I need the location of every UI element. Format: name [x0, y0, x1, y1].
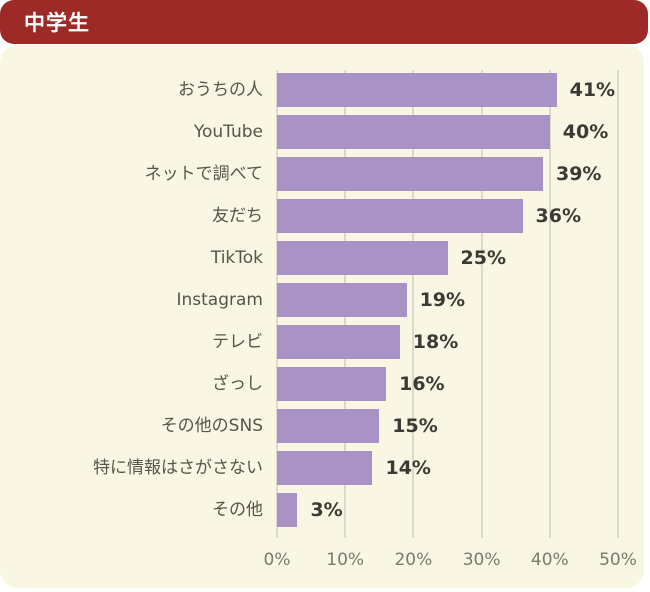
gridline — [480, 70, 483, 538]
bar — [277, 199, 523, 233]
x-axis-tick-label: 20% — [394, 550, 433, 570]
value-label: 3% — [310, 499, 343, 521]
value-label: 25% — [460, 247, 506, 269]
value-label: 36% — [535, 205, 581, 227]
gridline — [548, 70, 551, 538]
category-label: その他 — [212, 500, 263, 520]
value-label: 41% — [569, 79, 616, 101]
bar — [277, 157, 543, 191]
bar — [277, 493, 298, 527]
bar — [277, 409, 380, 443]
bar — [277, 367, 387, 401]
bar — [277, 73, 557, 107]
category-label: ネットで調べて — [144, 164, 263, 184]
value-label: 39% — [555, 163, 602, 185]
category-label: 友だち — [212, 206, 263, 226]
category-label: ざっし — [212, 374, 263, 394]
chart-panel: 0% 10% 20% 30% 40% 50% おうちの人 41% YouTube 40% ネットで調… — [0, 45, 644, 588]
value-label: 40% — [562, 121, 609, 143]
x-axis-tick-label: 30% — [462, 550, 501, 570]
x-axis-tick-label: 40% — [530, 550, 569, 570]
value-label: 18% — [412, 331, 459, 353]
category-label: おうちの人 — [178, 80, 263, 100]
panel-header: 中学生 — [0, 0, 648, 44]
value-label: 14% — [385, 457, 431, 479]
bar — [277, 115, 550, 149]
bar — [277, 283, 407, 317]
category-label: Instagram — [176, 290, 264, 310]
bar — [277, 241, 448, 275]
bar — [277, 451, 373, 485]
category-label: その他のSNS — [160, 416, 263, 436]
x-axis-tick-label: 10% — [326, 550, 365, 570]
category-label: YouTube — [193, 122, 263, 142]
gridline — [412, 70, 415, 538]
category-label: TikTok — [210, 248, 263, 268]
gridline — [617, 70, 619, 538]
bar-chart: 0% 10% 20% 30% 40% 50% おうちの人 41% YouTube 40% ネットで調… — [0, 45, 644, 588]
value-label: 15% — [392, 415, 438, 437]
panel-title: 中学生 — [24, 11, 90, 35]
value-label: 19% — [419, 289, 466, 311]
category-label: 特に情報はさがさない — [93, 458, 263, 478]
bar — [277, 325, 400, 359]
category-label: テレビ — [212, 332, 263, 352]
x-axis-tick-label: 50% — [599, 550, 637, 570]
value-label: 16% — [399, 373, 445, 395]
x-axis-tick-label: 0% — [263, 550, 291, 570]
